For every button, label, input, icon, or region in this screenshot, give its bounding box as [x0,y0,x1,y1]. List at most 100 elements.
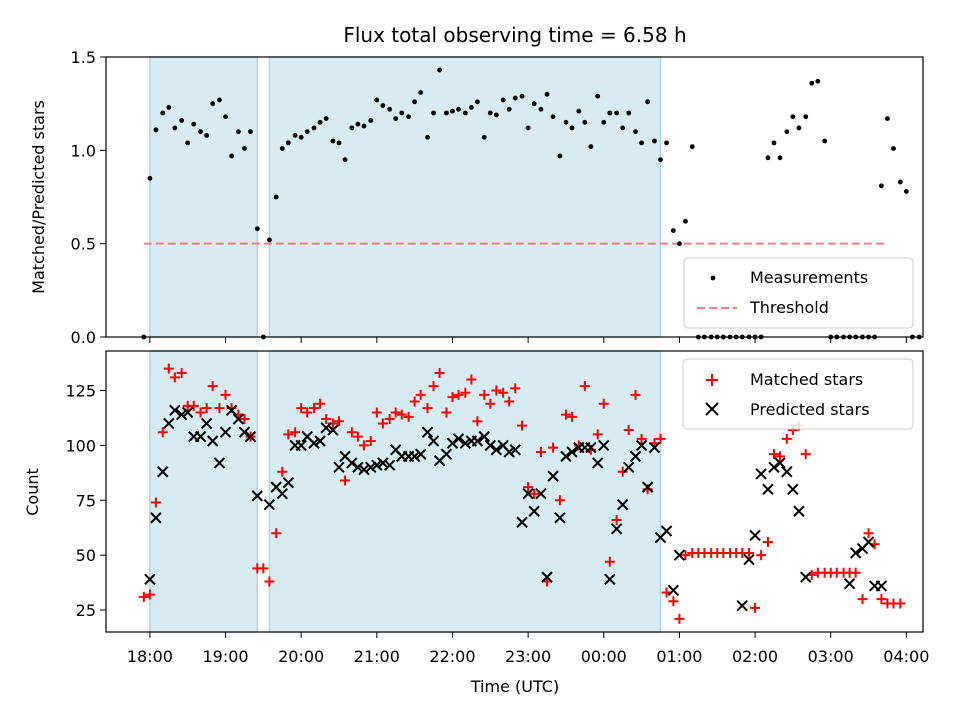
x-axis-label: Time (UTC) [470,677,559,696]
measurement-point [437,67,443,73]
predicted-stars-point [736,599,748,612]
observing-intervals [149,56,662,338]
predicted-stars-point [554,512,566,524]
matched-stars-point [144,589,155,600]
top-x-ticks [149,337,907,343]
matched-stars-point [290,427,301,438]
x-tick-label: 19:00 [202,647,248,666]
measurement-point [550,114,556,120]
legend-matched-label: Matched stars [750,370,863,389]
measurement-point [790,114,796,120]
predicted-stars-point [843,577,856,590]
predicted-stars-point [200,417,213,430]
legend-measurements-marker [710,275,716,281]
measurement-point [172,125,178,131]
matched-stars-point [264,576,275,587]
measurement-point [361,123,367,129]
matched-stars-point [195,407,206,418]
matched-stars-point [384,414,395,425]
measurement-point [223,114,228,120]
matched-stars-point [566,411,577,422]
matched-stars-point [548,442,559,453]
matched-stars-point [258,563,269,574]
measurement-point [588,144,594,150]
legend-threshold-label: Threshold [749,298,829,317]
measurement-point [387,106,393,112]
predicted-stars-point [560,450,572,463]
measurement-point [822,138,828,144]
measurement-point [179,118,185,123]
matched-stars-point [623,425,634,436]
matched-stars-point [466,374,477,385]
matched-stars-point [668,596,679,607]
y-tick-label: 1.5 [71,48,96,67]
predicted-stars-point [484,439,497,452]
measurement-point [525,125,531,131]
bottom-axes-frame [105,350,924,633]
measurement-point [380,103,386,108]
matched-stars-point [800,449,811,460]
matched-stars-point [472,416,483,427]
predicted-stars-point [452,433,465,445]
legend-predicted-marker [705,402,719,416]
predicted-stars-point [365,461,377,474]
matched-stars-point [358,440,369,451]
matched-stars-points [138,363,906,624]
bottom-y-ticks: 25 50 75 100 125 [65,382,106,620]
predicted-stars-point [503,446,515,458]
predicted-stars-point [598,439,610,452]
measurement-point [349,125,355,131]
measurement-point [569,125,575,131]
predicted-stars-point [157,466,169,478]
y-tick-label: 100 [65,436,96,455]
predicted-stars-point [516,516,528,528]
matched-stars-point [491,385,502,396]
matched-stars-point [674,613,685,624]
matched-stars-point [415,389,426,400]
bottom-x-ticks: 18:00 19:00 20:00 21:00 22:00 23:00 00:00 01:00… [127,632,929,666]
x-tick-label: 02:00 [732,647,778,666]
measurement-point [468,105,474,110]
measurement-point [677,241,682,247]
measurement-point [342,157,348,163]
measurement-point [601,119,607,125]
matched-stars-point [460,387,471,398]
predicted-stars-point [427,435,440,447]
predicted-stars-point [320,422,332,434]
predicted-stars-point [421,426,434,438]
matched-stars-point [579,381,590,392]
measurement-point [519,93,525,99]
predicted-stars-point [522,487,534,500]
measurement-point [147,175,153,181]
predicted-stars-point [219,426,232,438]
measurement-point [298,134,304,140]
matched-stars-point [214,403,225,414]
predicted-stars-point [528,505,540,517]
measurement-point [285,140,291,146]
measurement-point [456,106,461,112]
measurement-point [336,140,342,146]
observing-interval-band [268,56,662,338]
measurement-point [891,146,896,151]
measurement-point [784,129,790,135]
x-tick-label: 20:00 [278,647,324,666]
measurement-point [166,105,172,110]
predicted-stars-point [144,573,156,586]
predicted-stars-point [295,439,307,452]
matched-stars-point [592,429,603,440]
matched-stars-point [283,429,294,440]
matched-stars-point [781,433,792,444]
predicted-stars-point [346,457,358,469]
predicted-stars-point [749,529,761,542]
matched-stars-point [321,414,332,425]
predicted-stars-point [755,468,767,480]
predicted-stars-point [616,498,629,511]
measurement-point [557,153,563,159]
legend-predicted-label: Predicted stars [750,400,870,419]
y-tick-label: 0.5 [71,235,96,254]
measurement-point [531,101,537,107]
predicted-stars-point [440,448,453,460]
matched-stars-point [762,536,773,547]
predicted-stars-point [762,483,774,496]
measurement-point [626,110,632,116]
